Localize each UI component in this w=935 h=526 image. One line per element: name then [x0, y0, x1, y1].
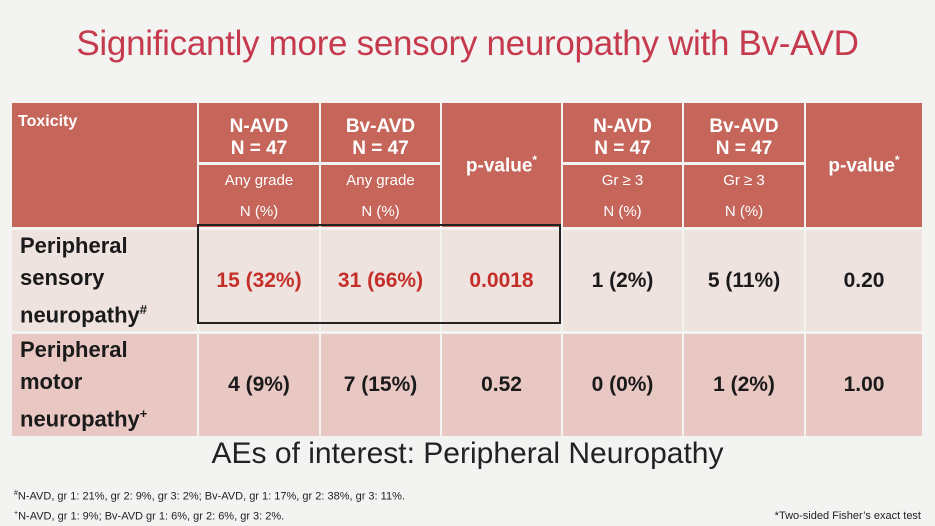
- grade-label: Any grade: [224, 172, 294, 189]
- header-arm: N-AVD N = 47: [561, 103, 683, 164]
- arm-label: Bv-AVD: [709, 116, 779, 137]
- toxicity-header: Toxicity: [12, 103, 198, 229]
- cell: 1 (2%): [561, 226, 683, 333]
- unit-label: N (%): [361, 203, 400, 220]
- header-grade: Any grade N (%): [319, 162, 441, 229]
- cell: 4 (9%): [197, 331, 320, 436]
- grade-label: Any grade: [346, 172, 415, 189]
- pvalue-label: p-value: [465, 155, 533, 177]
- footnote-motor: +N-AVD, gr 1: 9%; Bv-AVD gr 1: 6%, gr 2:…: [14, 510, 284, 523]
- table-row-motor: Peripheral motor neuropathy+ 4 (9%) 7 (15%…: [12, 331, 922, 436]
- header-arm: Bv-AVD N = 47: [682, 103, 805, 164]
- footnote-mark: #: [139, 302, 148, 317]
- header-grade: Gr ≥ 3 N (%): [561, 162, 683, 229]
- header-row-top: Toxicity N-AVD N = 47 Bv-AVD N = 47 p-valu…: [12, 103, 922, 229]
- row-label: Peripheral sensory neuropathy#: [12, 226, 198, 333]
- cell: 0.52: [440, 331, 562, 436]
- grade-label: Gr ≥ 3: [601, 172, 644, 189]
- footnote-text: N-AVD, gr 1: 9%; Bv-AVD gr 1: 6%, gr 2: …: [18, 510, 285, 523]
- arm-label: N-AVD: [593, 116, 652, 137]
- header-arm: N-AVD N = 47: [197, 103, 320, 164]
- unit-label: N (%): [603, 203, 642, 220]
- header-grade: Any grade N (%): [197, 162, 320, 229]
- pvalue-mark: *: [894, 152, 900, 167]
- cell: 31 (66%): [319, 226, 441, 333]
- n-label: N = 47: [352, 138, 409, 159]
- header-arm: Bv-AVD N = 47: [319, 103, 441, 164]
- table-row-sensory: Peripheral sensory neuropathy# 15 (32%) 31…: [12, 226, 922, 333]
- header-row-sub: Any grade N (%) Any grade N (%) Gr ≥ 3 N (%…: [12, 162, 922, 229]
- label-line: Peripheral: [20, 337, 128, 363]
- pvalue-label: p-value: [828, 155, 895, 177]
- footnote-mark: #: [14, 490, 18, 497]
- pvalue-mark: *: [532, 152, 538, 167]
- footnote-mark: +: [14, 510, 19, 517]
- cell: 5 (11%): [682, 226, 805, 333]
- footnote-mark: +: [139, 406, 148, 422]
- arm-label: Bv-AVD: [345, 116, 416, 137]
- toxicity-table: Toxicity N-AVD N = 47 Bv-AVD N = 47 p-valu…: [12, 103, 922, 436]
- n-label: N = 47: [594, 138, 651, 159]
- grade-label: Gr ≥ 3: [723, 172, 765, 189]
- cell: 1.00: [804, 331, 922, 436]
- arm-label: N-AVD: [229, 116, 289, 137]
- unit-label: N (%): [724, 203, 764, 220]
- label-line: motor: [20, 369, 83, 395]
- footnote-text: N-AVD, gr 1: 21%, gr 2: 9%, gr 3: 2%; Bv…: [17, 490, 405, 503]
- row-label: Peripheral motor neuropathy+: [12, 331, 198, 436]
- label-line: sensory: [20, 265, 105, 290]
- subtitle: AEs of interest: Peripheral Neuropathy: [211, 437, 724, 470]
- n-label: N = 47: [230, 138, 288, 159]
- cell: 0 (0%): [561, 331, 683, 436]
- label-line: neuropathy: [20, 406, 140, 432]
- footnote-sensory: #N-AVD, gr 1: 21%, gr 2: 9%, gr 3: 2%; B…: [14, 490, 405, 503]
- cell: 7 (15%): [319, 331, 441, 436]
- n-label: N = 47: [715, 138, 773, 159]
- cell: 1 (2%): [682, 331, 805, 436]
- unit-label: N (%): [239, 203, 279, 220]
- label-line: neuropathy: [20, 302, 140, 328]
- slide-title: Significantly more sensory neuropathy wi…: [76, 24, 859, 63]
- pvalue-header: p-value*: [804, 103, 922, 229]
- footnote-test: *Two-sided Fisher’s exact test: [774, 510, 921, 522]
- header-grade: Gr ≥ 3 N (%): [682, 162, 805, 229]
- cell: 15 (32%): [197, 226, 320, 333]
- pvalue-header: p-value*: [440, 103, 562, 229]
- cell: 0.0018: [440, 226, 562, 333]
- cell: 0.20: [804, 226, 922, 333]
- label-line: Peripheral: [20, 233, 128, 258]
